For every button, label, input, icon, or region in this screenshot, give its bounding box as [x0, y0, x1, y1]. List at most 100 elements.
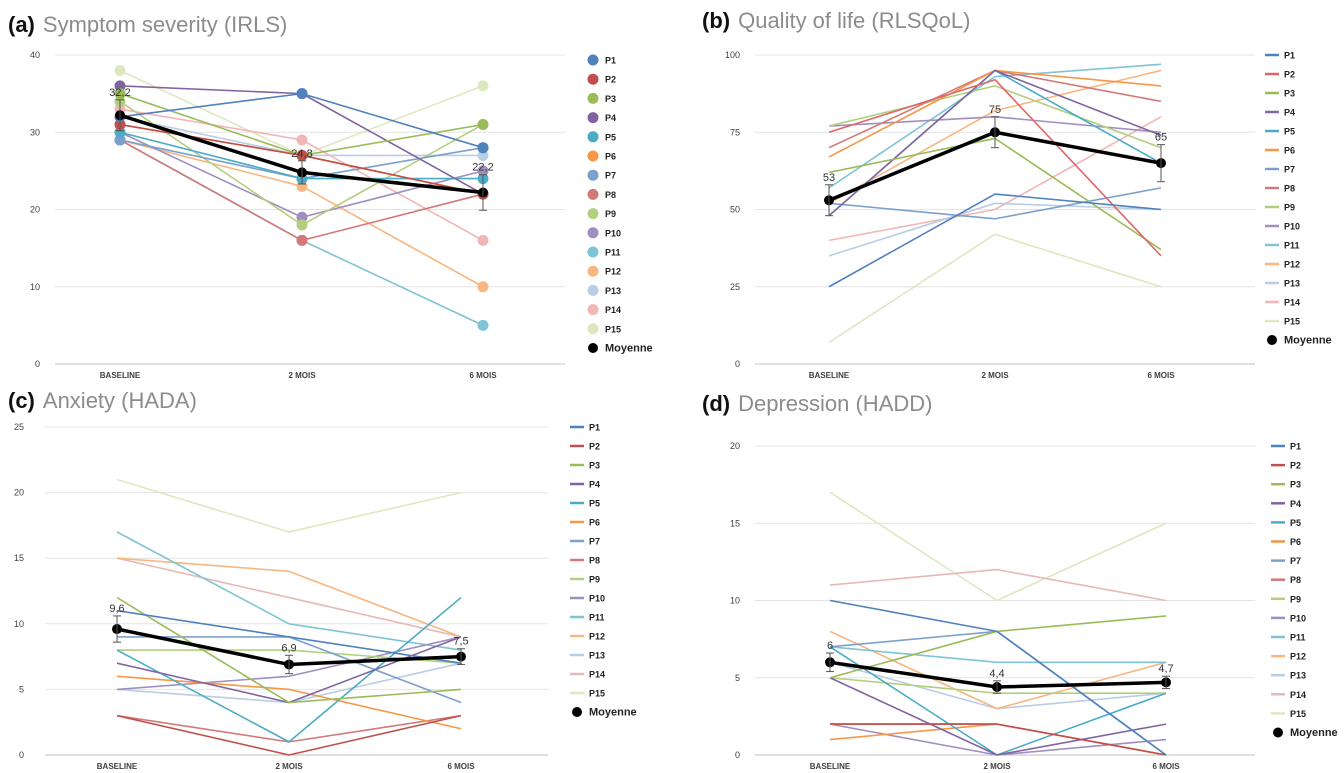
panel-c-ytick-label: 15 — [14, 553, 24, 563]
panel-b-xtick-label: 6 MOIS — [1147, 371, 1175, 380]
panel-a-legend-marker — [587, 323, 599, 335]
panel-d-series-line-p10 — [829, 723, 1167, 756]
panel-c-legend-label: P2 — [589, 442, 600, 452]
panel-d-series-line-p8 — [830, 723, 1167, 756]
panel-b-ytick-label: 0 — [735, 359, 740, 369]
panel-a-mean-data-label: 32,2 — [109, 87, 130, 99]
panel-b-legend-label: P15 — [1284, 317, 1300, 327]
panel-d-legend-label: P11 — [1290, 633, 1306, 643]
panel-d-series-line-p1 — [829, 599, 1167, 756]
panel-a-legend-marker — [587, 246, 599, 258]
panel-b-series-line-p14 — [828, 116, 1162, 242]
panel-d-series-line-p15 — [829, 491, 1167, 602]
panel-c-series-line-p11 — [116, 531, 462, 651]
panel-a-mean-data-label: 24,8 — [291, 148, 312, 160]
panel-c-xtick-label: BASELINE — [97, 762, 138, 771]
panel-a-ytick-label: 10 — [30, 282, 40, 292]
panel-b-legend-label: P4 — [1284, 108, 1295, 118]
panel-b-mean-data-label: 53 — [823, 172, 835, 184]
panel-d-series-line-p2 — [830, 723, 1167, 756]
panel-b-ytick-label: 25 — [730, 282, 740, 292]
panel-d-title: (d) Depression (HADD) — [702, 391, 932, 417]
panel-b-legend-marker — [1267, 335, 1277, 345]
panel-d-legend-label: P4 — [1290, 499, 1301, 509]
panel-a-point-p12 — [477, 281, 489, 293]
panel-c-series-line-p15 — [116, 478, 462, 533]
panel-c-chart: 0 5 10 15 20 25 BASELINE 2 MOIS 6 MOIS 9,6 6,9 7,5 P… — [14, 422, 637, 771]
panel-a-legend-label: P12 — [605, 267, 621, 277]
panel-d-legend-label: P12 — [1290, 652, 1306, 662]
panel-b-xtick-label: 2 MOIS — [981, 371, 1009, 380]
panel-a-xtick-label: 2 MOIS — [288, 371, 316, 380]
panel-b-letter: (b) — [702, 8, 731, 33]
panel-c-legend-label: P13 — [589, 651, 605, 661]
panel-b-chart: 0 25 50 75 100 BASELINE 2 MOIS 6 MOIS 53 75 65 P1 P2… — [725, 50, 1332, 380]
panel-b-xtick-label: BASELINE — [809, 371, 850, 380]
panel-d-legend-label: P2 — [1290, 461, 1301, 471]
panel-d-ytick-label: 10 — [730, 596, 740, 606]
panel-d-legend-label: P6 — [1290, 537, 1301, 547]
panel-a-point-p15 — [477, 80, 489, 92]
panel-a-legend-label: P14 — [605, 305, 621, 315]
panel-b-legend-label: P13 — [1284, 279, 1300, 289]
panel-a-point-p15 — [114, 64, 126, 76]
panel-a-ytick-label: 20 — [30, 205, 40, 215]
panel-d-xtick-label: 2 MOIS — [983, 762, 1011, 771]
panel-c-legend-label: P9 — [589, 575, 600, 585]
panel-c-legend-label: P7 — [589, 537, 600, 547]
panel-b-series-line-p15 — [828, 233, 1162, 344]
panel-a-point-p14 — [296, 134, 308, 146]
panel-a-ytick-label: 0 — [35, 359, 40, 369]
panel-a-legend-label: P15 — [605, 324, 621, 334]
panel-a-point-p8 — [296, 234, 308, 246]
panel-d-legend-label: P7 — [1290, 556, 1301, 566]
panel-d-name: Depression (HADD) — [738, 391, 933, 416]
panel-a-legend-label: P8 — [605, 190, 616, 200]
panel-d-legend-marker — [1273, 727, 1283, 738]
panel-c-legend-label: P1 — [589, 423, 600, 433]
panel-b-ytick-label: 50 — [730, 205, 740, 215]
panel-a-legend-label: P13 — [605, 286, 621, 296]
panel-b-name: Quality of life (RLSQoL) — [738, 8, 971, 33]
panel-a-name: Symptom severity (IRLS) — [42, 12, 288, 37]
panel-d-legend-label: P8 — [1290, 575, 1301, 585]
panel-a-legend-marker — [587, 169, 599, 181]
panel-c-legend-label: P15 — [589, 689, 605, 699]
panel-a-point-p3 — [477, 119, 489, 131]
panel-d-legend-label: P13 — [1290, 671, 1306, 681]
panel-d-mean-data-label: 6 — [827, 640, 833, 652]
panel-a-legend-marker — [587, 92, 599, 104]
panel-a-legend-marker — [587, 304, 599, 316]
panel-d-legend-label: P3 — [1290, 480, 1301, 490]
panel-a-legend-marker — [587, 112, 599, 124]
panel-d-ytick-label: 15 — [730, 518, 740, 528]
panel-b-legend-label: P5 — [1284, 127, 1295, 137]
panel-a-legend-label: Moyenne — [605, 343, 653, 355]
panel-d-letter: (d) — [702, 391, 731, 416]
panel-c-xtick-label: 6 MOIS — [447, 762, 475, 771]
panel-b-legend-label: P1 — [1284, 51, 1295, 61]
panel-c-xtick-label: 2 MOIS — [275, 762, 303, 771]
panel-b-legend-label: P9 — [1284, 203, 1295, 213]
panel-a-point-p7 — [114, 134, 126, 146]
panel-a-legend-label: P10 — [605, 228, 621, 238]
panel-c-mean-data-label: 7,5 — [453, 636, 468, 648]
panel-a-legend-marker — [587, 54, 599, 66]
panel-a-legend-label: P3 — [605, 94, 616, 104]
panel-a-point-p14 — [477, 234, 489, 246]
panel-c-legend-label: P12 — [589, 632, 605, 642]
panel-c-legend-label: P4 — [589, 480, 600, 490]
panel-b-series-line-p1 — [828, 193, 1162, 288]
panel-a-legend-label: P9 — [605, 209, 616, 219]
panel-c-series-line-p3 — [116, 596, 462, 704]
panel-b-legend-label: Moyenne — [1284, 335, 1332, 347]
panel-a-letter: (a) — [8, 12, 35, 37]
panel-a-point-p5 — [114, 126, 126, 138]
panel-d-series-line-p4 — [829, 677, 1167, 756]
panel-b-ytick-label: 75 — [730, 127, 740, 137]
panel-c-legend-label: P11 — [589, 613, 605, 623]
panel-b-legend-label: P8 — [1284, 184, 1295, 194]
panel-a-legend-label: P2 — [605, 75, 616, 85]
